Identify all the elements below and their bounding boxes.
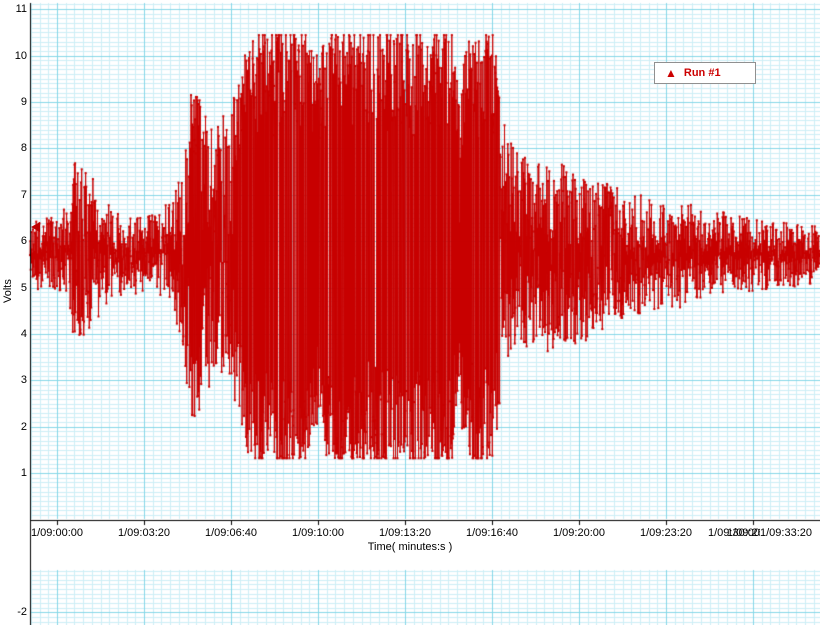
y-tick-label: 4 [20,327,27,340]
y-tick-label: 5 [20,281,27,294]
y-tick-label: 11 [15,3,27,16]
y-tick-label: 3 [20,374,27,387]
y-tick-label: 8 [20,142,27,155]
y-tick-label: 10 [14,49,27,62]
y-tick-label: 7 [20,188,27,201]
y-tick-label: 1 [20,467,27,480]
x-tick-label: 1/09:30:00 [708,527,760,539]
x-tick-label: 1/09:20:00 [553,527,605,539]
legend[interactable]: ▲ Run #1 [654,62,756,84]
legend-triangle-icon: ▲ [665,66,677,80]
x-tick-label: 1/09:06:40 [205,527,257,539]
legend-series-label: Run #1 [683,67,721,79]
y-tick-label: 2 [20,420,27,433]
y-tick-label: -2 [17,606,27,619]
trace-position-cursor-icon[interactable] [31,222,40,233]
y-tick-label: 9 [20,95,27,108]
y-tick-label: 6 [20,235,27,248]
x-tick-label: 1/09:00:00 [31,527,83,539]
x-tick-label: 1/09:03:20 [118,527,170,539]
x-tick-label: 1/09:23:20 [640,527,692,539]
x-tick-label: 1/09:13:20 [379,527,431,539]
x-tick-label: 1/09:33:20 [760,527,812,539]
x-tick-label: 1/09:16:40 [466,527,518,539]
x-axis-title: Time( minutes:s ) [367,541,453,553]
x-tick-label: 1/09:10:00 [292,527,344,539]
